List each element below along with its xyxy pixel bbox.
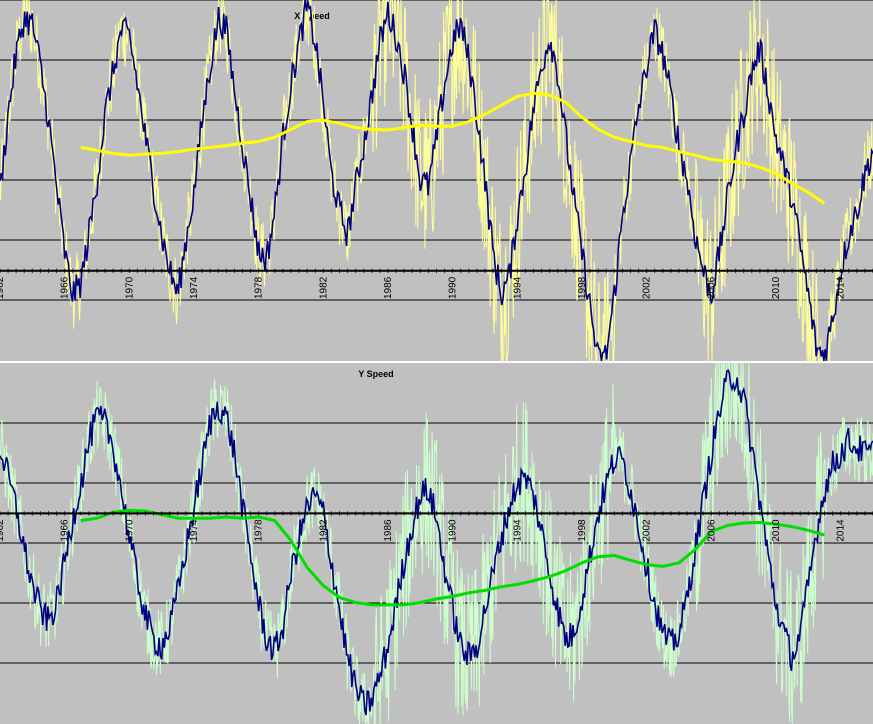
x-tick-label: 1974 (189, 276, 200, 299)
x-tick-label: 1994 (512, 276, 523, 299)
x-tick-label: 1982 (318, 276, 329, 299)
x-tick-label: 2014 (836, 276, 847, 299)
x-tick-label: 1998 (577, 276, 588, 299)
detail-series-line (0, 0, 873, 362)
raw-series-line (0, 0, 873, 362)
x-tick-label: 2006 (706, 519, 717, 542)
x-tick-label: 1974 (189, 519, 200, 542)
trend-series-line (80, 508, 825, 607)
x-tick-label: 2010 (771, 519, 782, 542)
x-tick-label: 1966 (60, 519, 71, 542)
x-tick-label: 1970 (124, 276, 135, 299)
x-tick-label: 2014 (836, 519, 847, 542)
x-tick-label: 2002 (642, 519, 653, 542)
x-tick-label: 1998 (577, 519, 588, 542)
x-tick-label: 1978 (254, 519, 265, 542)
x-tick-label: 1986 (383, 519, 394, 542)
x-tick-label: 1990 (448, 276, 459, 299)
x-tick-label: 1962 (0, 276, 6, 299)
x-tick-label: 1978 (254, 276, 265, 299)
x-tick-label: 2010 (771, 276, 782, 299)
x-tick-label: 2002 (642, 276, 653, 299)
x-tick-label: 2006 (706, 276, 717, 299)
y-speed-panel: Y Speed 1962 1966 1970 1974 1978 1982 1986 1990… (0, 361, 873, 724)
x-tick-label: 1982 (318, 519, 329, 542)
x-tick-label: 1962 (0, 519, 6, 542)
raw-series-line (0, 361, 873, 724)
trend-series-line (80, 91, 826, 205)
x-tick-label: 1990 (448, 519, 459, 542)
x-tick-label: 1994 (512, 519, 523, 542)
x-tick-label: 1970 (124, 519, 135, 542)
x-tick-label: 1966 (60, 276, 71, 299)
detail-series-line (0, 368, 873, 716)
y-speed-title: Y Speed (358, 369, 393, 379)
x-speed-panel: X Speed 1962 1966 1970 1974 1978 1982 1986 1990… (0, 0, 873, 362)
x-tick-label: 1986 (383, 276, 394, 299)
